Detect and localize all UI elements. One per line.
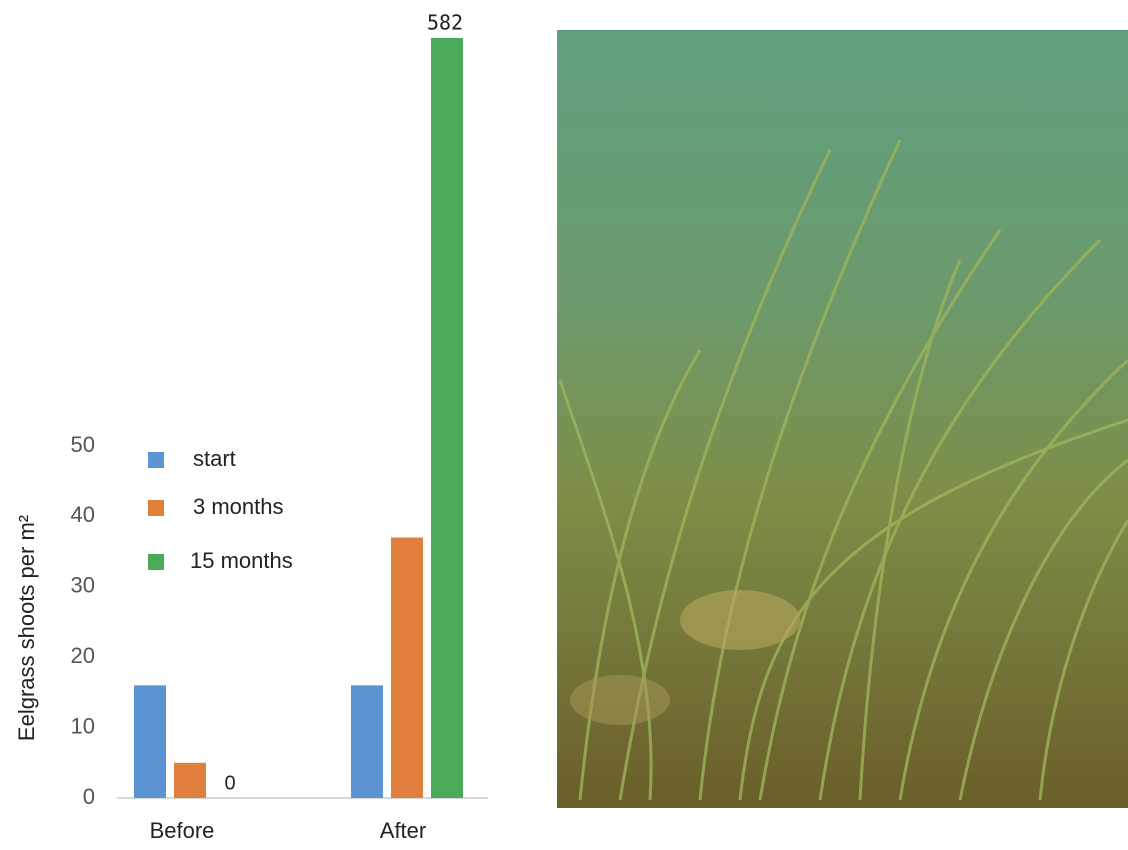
y-axis-label: Eelgrass shoots per m²	[14, 515, 39, 741]
legend-label: start	[193, 446, 236, 471]
legend-swatch	[148, 554, 164, 570]
legend-label: 15 months	[190, 548, 293, 573]
x-tick-label: After	[380, 818, 426, 843]
bar	[134, 685, 166, 798]
legend-swatch	[148, 500, 164, 516]
bar	[174, 762, 206, 798]
data-label: 582	[427, 11, 463, 35]
data-label: 0	[224, 772, 235, 794]
y-tick-label: 20	[71, 643, 95, 668]
y-tick-label: 40	[71, 502, 95, 527]
legend-label: 3 months	[193, 494, 284, 519]
plot-area	[134, 38, 463, 798]
bar	[351, 685, 383, 798]
photo	[557, 30, 1128, 808]
x-tick-label: Before	[150, 818, 215, 843]
y-tick-label: 50	[71, 432, 95, 457]
bar	[391, 537, 423, 798]
y-tick-label: 30	[71, 573, 95, 598]
bar	[431, 38, 463, 798]
y-tick-label: 10	[71, 713, 95, 738]
y-tick-label: 0	[83, 784, 95, 809]
legend-swatch	[148, 452, 164, 468]
